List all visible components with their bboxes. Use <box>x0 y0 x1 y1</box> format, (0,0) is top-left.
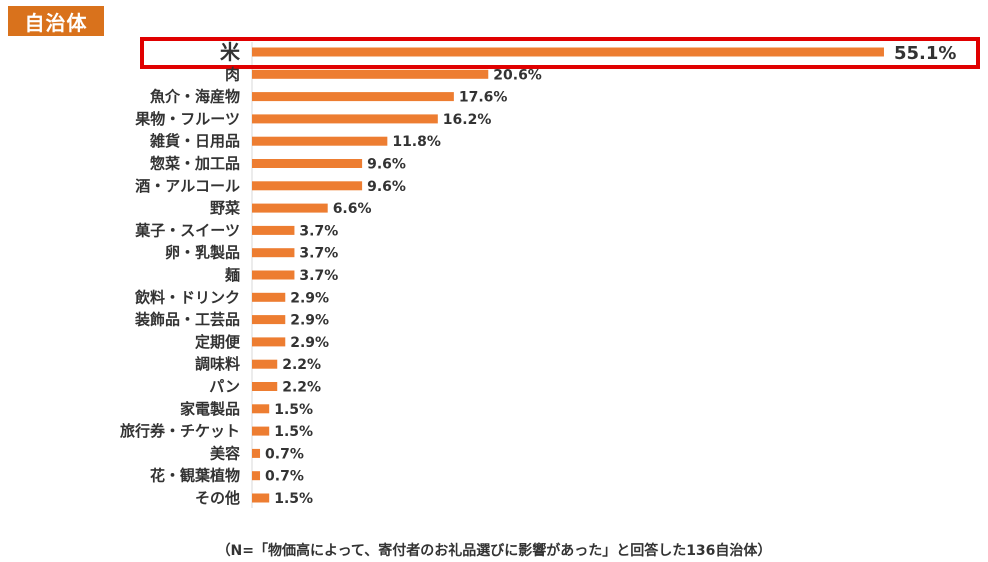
value-label: 2.9% <box>290 335 329 351</box>
footnote: （N=「物価高によって、寄付者のお礼品選びに影響があった」と回答した136自治体… <box>216 543 772 559</box>
bar <box>252 270 295 280</box>
value-label: 3.7% <box>299 223 338 239</box>
value-label: 3.7% <box>299 246 338 262</box>
category-label: 米 <box>220 40 241 64</box>
value-label: 2.9% <box>290 290 329 306</box>
bar <box>252 359 278 369</box>
category-label: 定期便 <box>195 333 241 351</box>
category-label: 飲料・ドリンク <box>134 288 240 306</box>
category-label: パン <box>209 378 240 396</box>
category-label: 惣菜・加工品 <box>150 155 240 173</box>
value-label: 3.7% <box>299 268 338 284</box>
bar-chart: 米 55.1% 肉 20.6% 魚介・海産物 17.6% 果物・フルーツ 16.2% 雑貨・日用… <box>120 37 980 508</box>
bar <box>252 92 454 102</box>
highlight-box <box>140 37 980 69</box>
bar <box>252 69 489 79</box>
bar <box>252 114 438 124</box>
category-label: 調味料 <box>195 355 240 373</box>
bar <box>252 493 270 503</box>
value-label: 1.5% <box>274 424 313 440</box>
value-label: 9.6% <box>367 157 406 173</box>
category-label: 装飾品・工芸品 <box>134 311 240 329</box>
value-label: 0.7% <box>265 446 304 462</box>
category-label: その他 <box>195 489 240 507</box>
category-label: 雑貨・日用品 <box>149 132 240 150</box>
category-label: 果物・フルーツ <box>134 110 240 128</box>
category-label: 家電製品 <box>180 400 240 418</box>
category-label: 卵・乳製品 <box>165 244 240 262</box>
category-label: 肉 <box>225 65 240 83</box>
category-label: 美容 <box>210 444 240 462</box>
bar <box>252 448 261 458</box>
bar <box>252 136 388 146</box>
chart-title-badge: 自治体 <box>8 6 104 36</box>
bar <box>252 225 295 235</box>
bar <box>252 292 286 302</box>
value-label: 9.6% <box>367 179 406 195</box>
bar <box>252 248 295 258</box>
category-label: 魚介・海産物 <box>150 88 240 106</box>
bar <box>252 471 261 481</box>
bar <box>252 382 278 391</box>
category-label: 野菜 <box>210 199 240 217</box>
value-label: 16.2% <box>443 112 492 128</box>
category-label: 麺 <box>224 266 240 284</box>
value-label: 11.8% <box>392 134 441 150</box>
value-label: 20.6% <box>493 67 542 83</box>
bar <box>252 181 363 191</box>
bar <box>252 203 328 213</box>
value-label: 17.6% <box>459 90 508 106</box>
bar <box>252 337 286 347</box>
value-label: 2.9% <box>290 313 329 329</box>
value-label: 2.2% <box>282 357 321 373</box>
value-label: 1.5% <box>274 402 313 418</box>
category-label: 花・観葉植物 <box>150 467 240 485</box>
value-label: 2.2% <box>282 380 321 396</box>
bar <box>252 159 363 168</box>
category-label: 旅行券・チケット <box>120 422 240 440</box>
value-label: 0.7% <box>265 469 304 485</box>
category-label: 酒・アルコール <box>135 177 240 195</box>
bar <box>252 315 286 325</box>
category-label: 菓子・スイーツ <box>134 221 240 239</box>
value-label: 55.1% <box>894 43 956 64</box>
value-label: 6.6% <box>333 201 372 217</box>
value-label: 1.5% <box>274 491 313 507</box>
bar <box>252 404 270 414</box>
bar <box>252 47 884 57</box>
bar <box>252 426 270 436</box>
